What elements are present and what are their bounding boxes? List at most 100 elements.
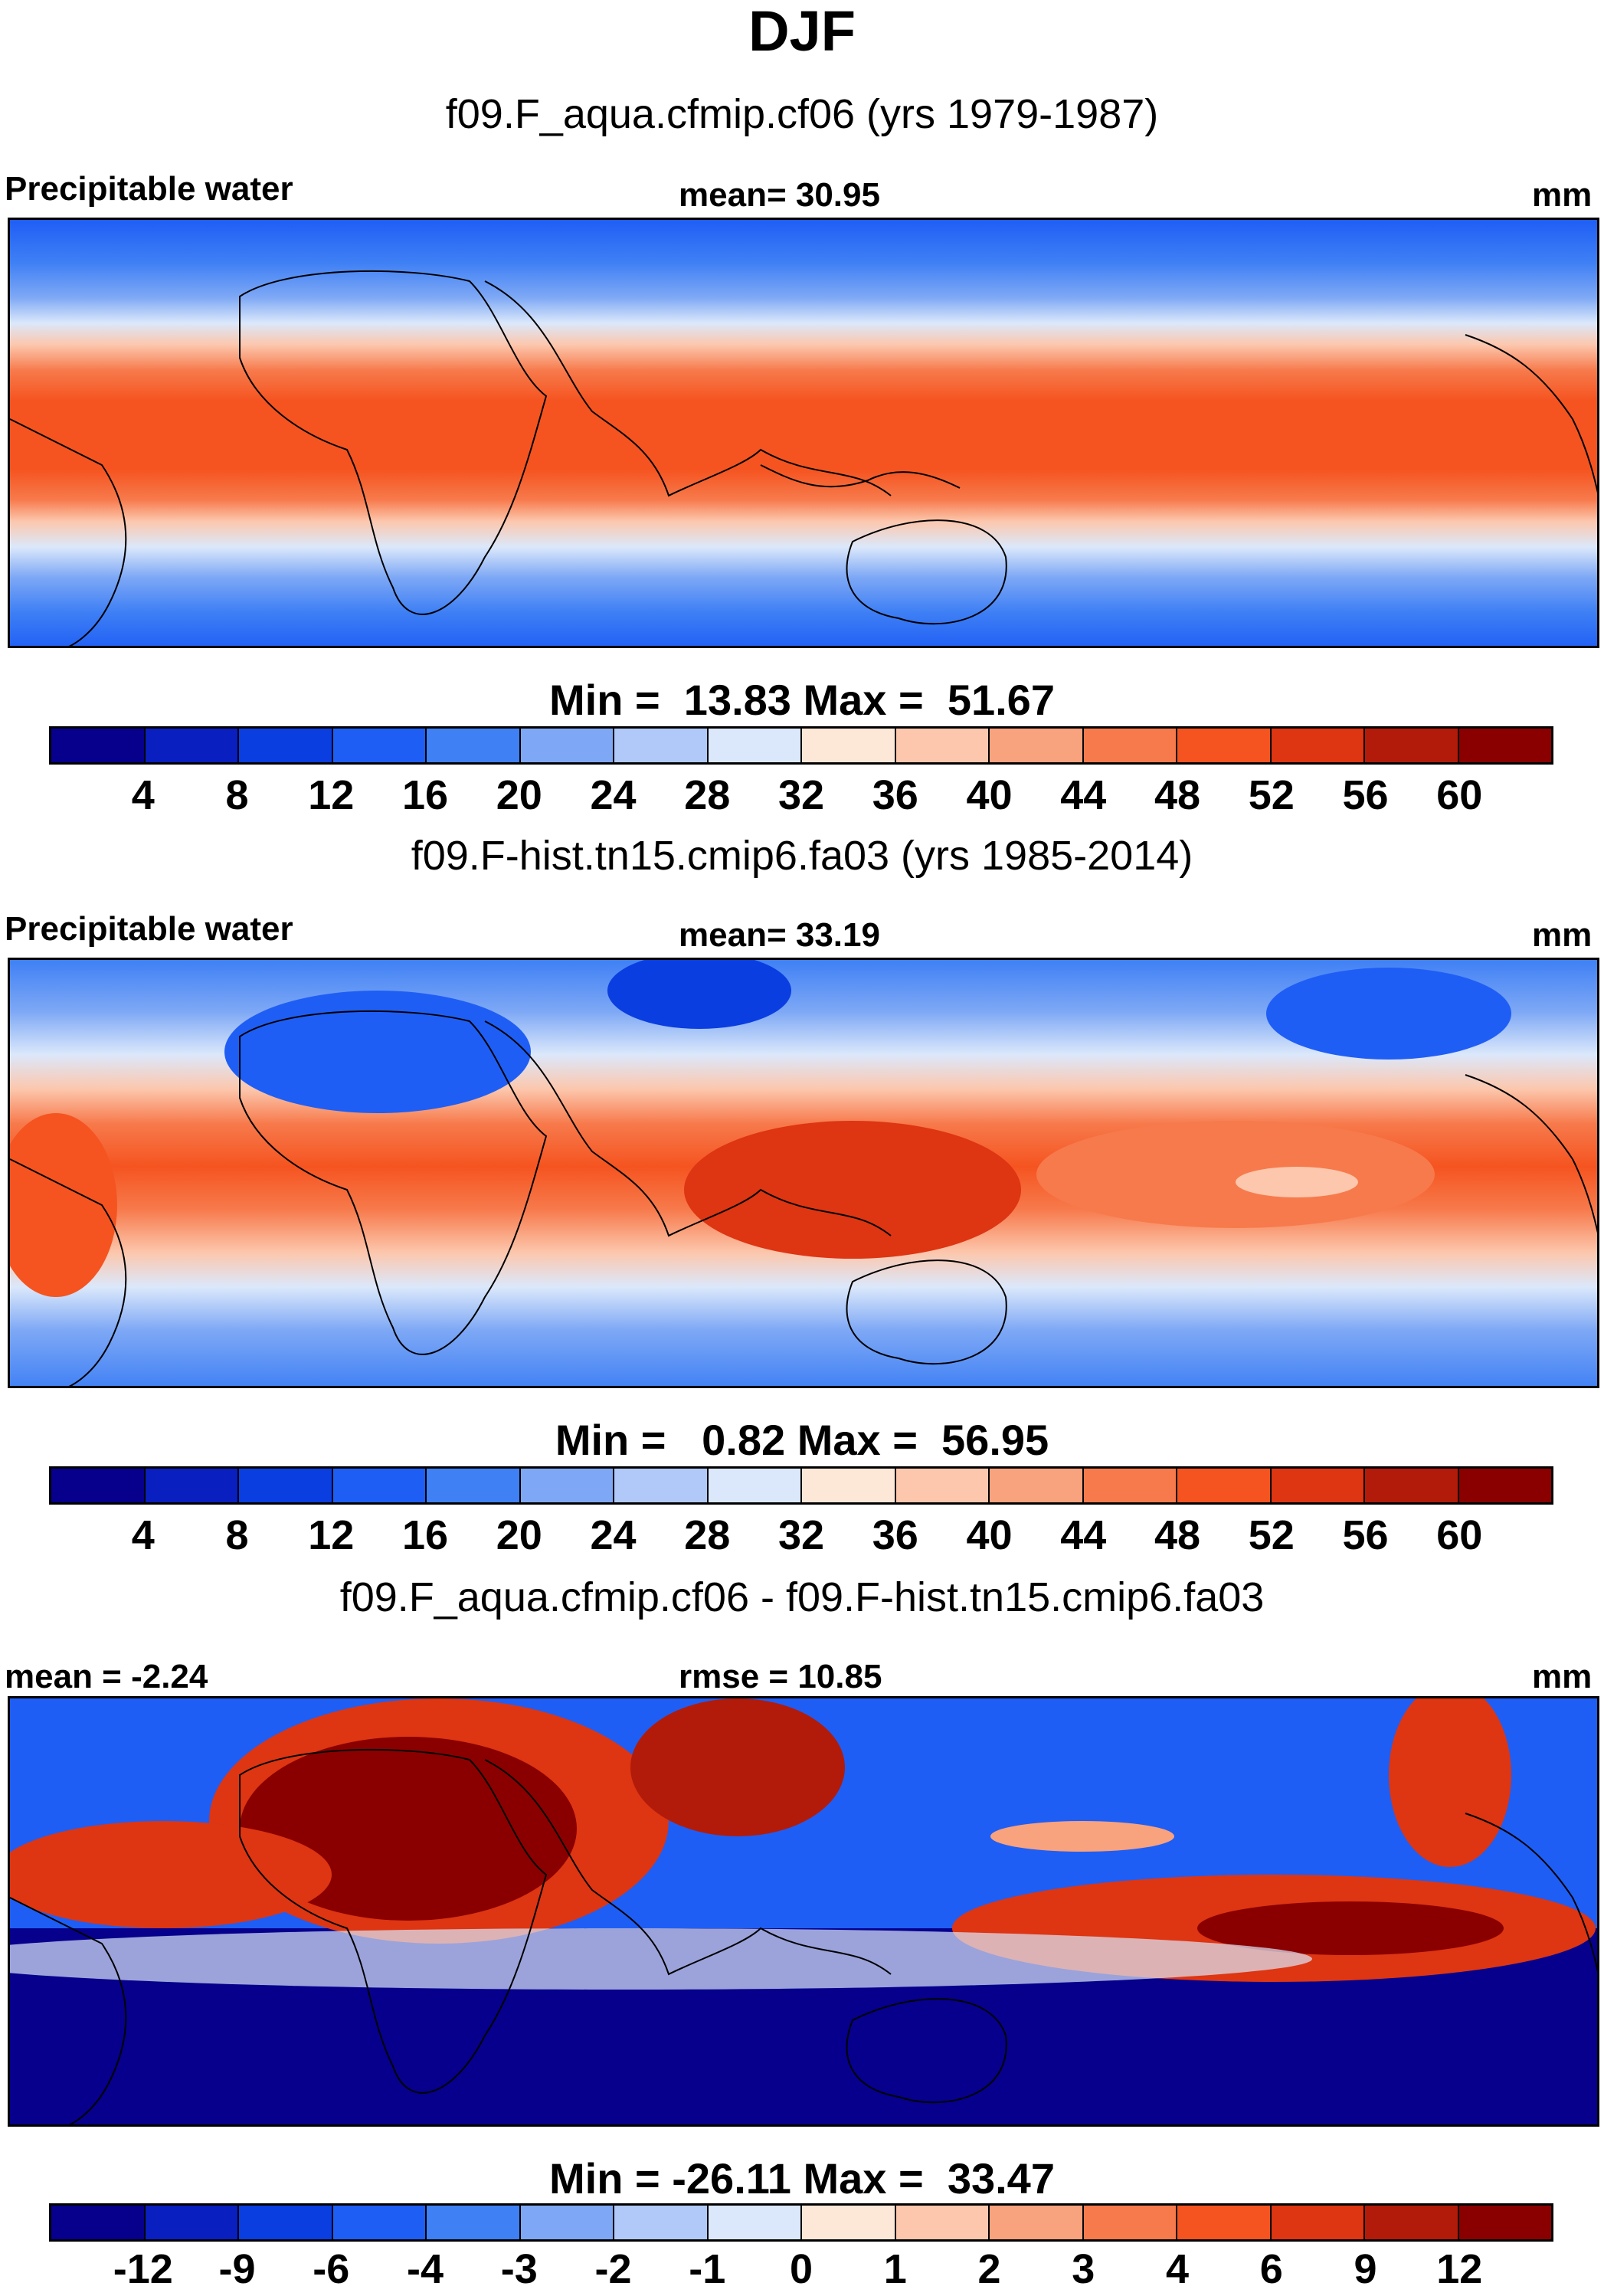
panel3-colorbar-ticks: -12 -9 -6 -4 -3 -2 -1 0 1 2 3 4 6 9 12	[49, 2245, 1553, 2294]
cbar-tick: -4	[406, 2246, 444, 2292]
figure-title: DJF	[748, 0, 856, 63]
cbar-tick: 1	[883, 2246, 907, 2292]
cbar-tick: 24	[590, 772, 637, 818]
colorbar-swatch	[614, 1469, 709, 1502]
colorbar-swatch	[1365, 1469, 1459, 1502]
colorbar-swatch	[708, 2206, 802, 2239]
colorbar-swatch	[1083, 2206, 1177, 2239]
panel2-coastlines	[10, 1010, 1597, 1386]
panel1-coastlines	[10, 270, 1597, 646]
colorbar-swatch	[990, 1469, 1084, 1502]
colorbar-swatch	[708, 1469, 802, 1502]
cbar-tick: 44	[1060, 772, 1107, 818]
cbar-tick: -3	[500, 2246, 538, 2292]
colorbar-swatch	[51, 2206, 146, 2239]
cbar-tick: -9	[218, 2246, 256, 2292]
panel1-colorbar-ticks: 4 8 12 16 20 24 28 32 36 40 44 48 52 56 …	[49, 771, 1553, 820]
cbar-tick: 52	[1248, 772, 1295, 818]
panel2-left-label: Precipitable water	[5, 910, 293, 948]
cbar-tick: 2	[977, 2246, 1001, 2292]
cbar-tick: 52	[1248, 1512, 1295, 1558]
cbar-tick: 40	[966, 1512, 1013, 1558]
panel2-units-label: mm	[1532, 916, 1593, 954]
cbar-tick: 24	[590, 1512, 637, 1558]
panel3-coastlines	[10, 1748, 1597, 2124]
colorbar-swatch	[1458, 2206, 1551, 2239]
cbar-tick: 48	[1154, 1512, 1201, 1558]
cbar-tick: 12	[308, 772, 355, 818]
colorbar-swatch	[990, 2206, 1084, 2239]
colorbar-swatch	[1271, 1469, 1365, 1502]
cbar-tick: 56	[1342, 772, 1389, 818]
colorbar-swatch	[239, 1469, 333, 1502]
cbar-tick: -6	[313, 2246, 350, 2292]
cbar-tick: 12	[308, 1512, 355, 1558]
panel1-map-field	[10, 220, 1597, 646]
colorbar-swatch	[1177, 729, 1272, 762]
cbar-tick: 3	[1072, 2246, 1095, 2292]
panel1-colorbar	[49, 726, 1553, 765]
colorbar-swatch	[145, 729, 239, 762]
cbar-tick: 0	[789, 2246, 813, 2292]
colorbar-swatch	[614, 729, 709, 762]
cbar-tick: 36	[872, 1512, 918, 1558]
colorbar-swatch	[427, 1469, 521, 1502]
colorbar-swatch	[332, 1469, 427, 1502]
cbar-tick: 16	[401, 1512, 449, 1558]
cbar-tick: 28	[684, 772, 731, 818]
colorbar-swatch	[708, 729, 802, 762]
panel2-subtitle: f09.F-hist.tn15.cmip6.fa03 (yrs 1985-201…	[411, 833, 1193, 879]
cbar-tick: 20	[496, 1512, 542, 1558]
panel1-minmax: Min = 13.83 Max = 51.67	[549, 676, 1055, 724]
cbar-tick: 4	[131, 772, 155, 818]
colorbar-swatch	[895, 2206, 990, 2239]
colorbar-swatch	[1271, 2206, 1365, 2239]
colorbar-swatch	[520, 1469, 614, 1502]
colorbar-swatch	[520, 2206, 614, 2239]
panel2-colorbar-ticks: 4 8 12 16 20 24 28 32 36 40 44 48 52 56 …	[49, 1511, 1553, 1560]
colorbar-swatch	[51, 1469, 146, 1502]
colorbar-swatch	[1365, 729, 1459, 762]
panel3-colorbar	[49, 2203, 1553, 2242]
colorbar-swatch	[895, 1469, 990, 1502]
panel3-minmax: Min = -26.11 Max = 33.47	[549, 2154, 1055, 2203]
panel3-rmse-label: rmse = 10.85	[679, 1658, 882, 1695]
cbar-tick: 36	[872, 772, 918, 818]
colorbar-swatch	[1177, 1469, 1272, 1502]
panel1-map	[8, 218, 1599, 648]
colorbar-swatch	[332, 729, 427, 762]
colorbar-swatch	[520, 729, 614, 762]
cbar-tick: 12	[1436, 2246, 1483, 2292]
colorbar-swatch	[1458, 1469, 1551, 1502]
colorbar-swatch	[1083, 1469, 1177, 1502]
cbar-tick: -2	[594, 2246, 632, 2292]
colorbar-swatch	[802, 2206, 896, 2239]
panel2-mean-label: mean= 33.19	[679, 916, 880, 954]
cbar-tick: -1	[689, 2246, 726, 2292]
colorbar-swatch	[1458, 729, 1551, 762]
cbar-tick: 6	[1259, 2246, 1283, 2292]
cbar-tick: 48	[1154, 772, 1201, 818]
colorbar-swatch	[239, 2206, 333, 2239]
colorbar-swatch	[427, 2206, 521, 2239]
colorbar-swatch	[145, 2206, 239, 2239]
colorbar-swatch	[427, 729, 521, 762]
colorbar-swatch	[895, 729, 990, 762]
colorbar-swatch	[1083, 729, 1177, 762]
colorbar-swatch	[1365, 2206, 1459, 2239]
cbar-tick: 32	[777, 772, 825, 818]
cbar-tick: 20	[496, 772, 542, 818]
cbar-tick: 4	[131, 1512, 155, 1558]
panel2-map	[8, 958, 1599, 1388]
colorbar-swatch	[1177, 2206, 1272, 2239]
colorbar-swatch	[802, 1469, 896, 1502]
colorbar-swatch	[145, 1469, 239, 1502]
cbar-tick: 8	[225, 1512, 249, 1558]
cbar-tick: 28	[684, 1512, 731, 1558]
panel1-subtitle: f09.F_aqua.cfmip.cf06 (yrs 1979-1987)	[445, 91, 1159, 137]
panel3-map	[8, 1696, 1599, 2127]
colorbar-swatch	[332, 2206, 427, 2239]
colorbar-swatch	[990, 729, 1084, 762]
colorbar-swatch	[614, 2206, 709, 2239]
colorbar-swatch	[802, 729, 896, 762]
